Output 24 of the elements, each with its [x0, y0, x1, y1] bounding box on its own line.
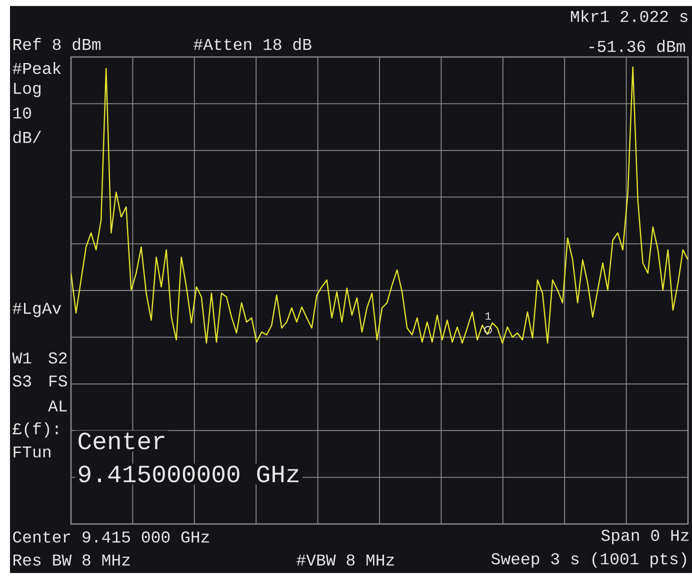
text: Span 0 Hz	[601, 530, 689, 544]
text: Mkr1 2.022 s	[571, 10, 688, 22]
text: Center 9.415 000 GHz	[13, 531, 209, 543]
text: #VBW 8 MHz	[296, 554, 394, 566]
text: £(f):	[12, 422, 58, 438]
text: S2	[48, 352, 67, 364]
text: Log	[14, 82, 40, 98]
text: W1	[12, 352, 32, 364]
text: #Atten 18 dB	[194, 38, 312, 50]
text: 10	[13, 107, 31, 119]
annotation: 9.415000000 GHz	[78, 466, 298, 482]
text: #LgAv	[12, 302, 62, 318]
text: Res BW 8 MHz	[14, 554, 130, 566]
text: AL	[48, 400, 67, 412]
text: S3	[12, 375, 31, 387]
text: dB/	[13, 130, 41, 144]
text: Sweep 3 s (1001 pts)	[491, 552, 686, 568]
text: Ref 8 dBm	[14, 38, 100, 50]
annotation: 1	[486, 312, 491, 320]
text: #Peak	[12, 62, 61, 74]
annotation: Center	[78, 432, 164, 450]
text: FTun	[14, 446, 50, 458]
text: FS	[50, 375, 67, 387]
text: -51.36 dBm	[589, 40, 685, 52]
